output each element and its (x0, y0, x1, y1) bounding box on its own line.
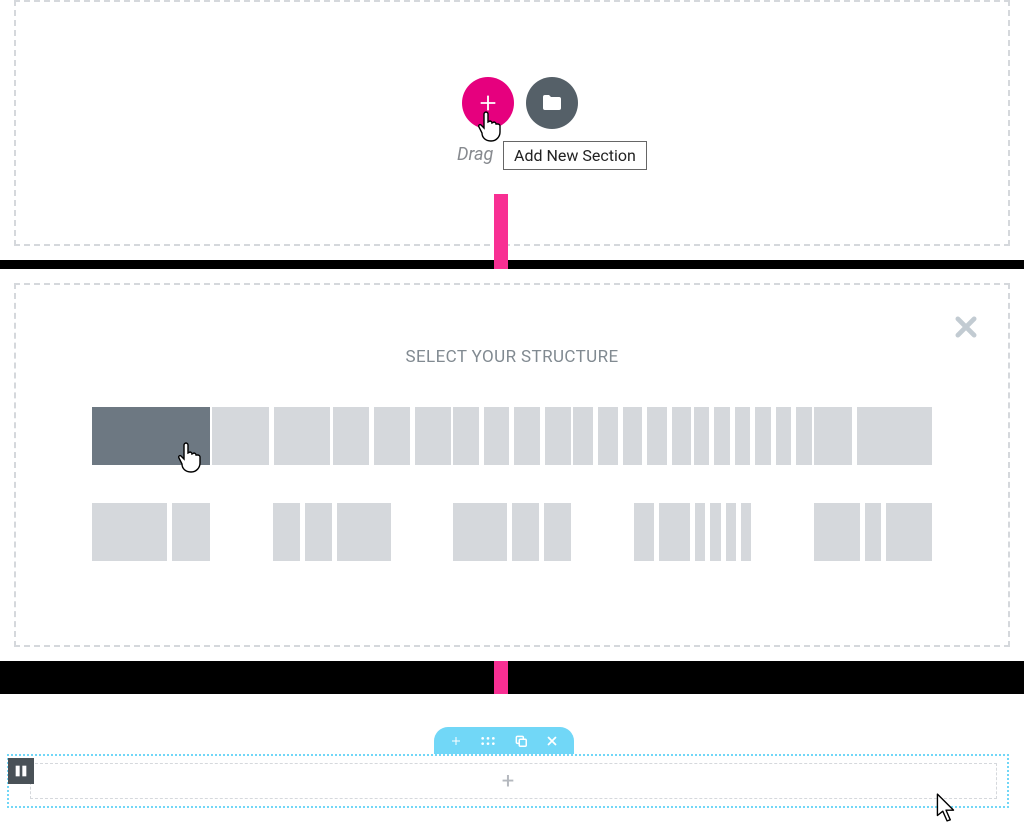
toolbar-edit-button[interactable] (480, 735, 496, 747)
structure-title: SELECT YOUR STRUCTURE (16, 347, 1008, 367)
column-icon (13, 763, 29, 779)
structure-option-2-1[interactable] (92, 503, 210, 561)
folder-icon (540, 91, 564, 115)
structure-option-3col[interactable] (333, 407, 451, 465)
add-section-button[interactable] (462, 77, 514, 129)
structure-option-2-1-1[interactable] (453, 503, 571, 561)
structure-option-2col[interactable] (212, 407, 330, 465)
structure-picker-panel: SELECT YOUR STRUCTURE (0, 269, 1024, 661)
structure-options-grid (92, 407, 932, 561)
toolbar-delete-button[interactable] (546, 735, 558, 747)
close-button[interactable] (952, 313, 980, 341)
column-handle[interactable] (8, 758, 34, 784)
empty-section-row[interactable]: + (7, 754, 1009, 808)
template-library-button[interactable] (526, 77, 578, 129)
structure-option-1-1-2[interactable] (273, 503, 391, 561)
grip-icon (480, 735, 496, 747)
structure-picker: SELECT YOUR STRUCTURE (14, 283, 1010, 647)
add-section-panel: Drag Add New Section (0, 0, 1024, 260)
section-toolbar (434, 727, 574, 754)
structure-option-6col[interactable] (694, 407, 812, 465)
drag-hint-text: Drag (457, 144, 493, 165)
add-section-tooltip: Add New Section (503, 141, 647, 170)
structure-option-1col[interactable] (92, 407, 210, 465)
copy-icon (514, 734, 528, 748)
plus-icon (477, 92, 499, 114)
structure-option-1-2-1-1-1-1[interactable] (634, 503, 752, 561)
toolbar-add-button[interactable] (450, 735, 462, 747)
structure-option-1-2[interactable] (814, 407, 932, 465)
close-icon (952, 313, 980, 341)
structure-option-1-narrow-1[interactable] (814, 503, 932, 561)
structure-option-4col[interactable] (453, 407, 571, 465)
drop-zone[interactable]: Drag Add New Section (14, 0, 1010, 246)
plus-icon (450, 735, 462, 747)
close-icon (546, 735, 558, 747)
toolbar-duplicate-button[interactable] (514, 734, 528, 748)
add-widget-button[interactable]: + (502, 769, 514, 794)
structure-option-5col[interactable] (573, 407, 691, 465)
